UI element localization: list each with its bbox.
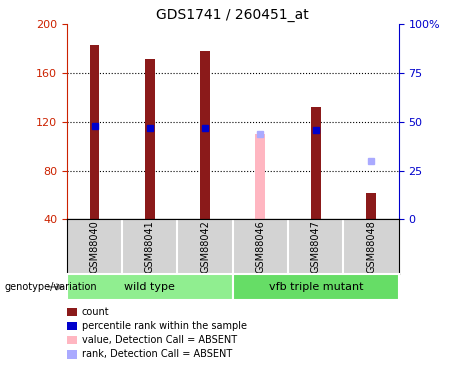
Title: GDS1741 / 260451_at: GDS1741 / 260451_at — [156, 8, 309, 22]
Text: vfb triple mutant: vfb triple mutant — [269, 282, 363, 292]
Text: count: count — [82, 307, 109, 316]
Bar — [67, 274, 233, 300]
Bar — [145, 58, 155, 219]
Bar — [89, 45, 100, 219]
Text: wild type: wild type — [124, 282, 175, 292]
Bar — [233, 274, 399, 300]
Text: value, Detection Call = ABSENT: value, Detection Call = ABSENT — [82, 335, 236, 345]
Text: GSM88040: GSM88040 — [89, 220, 100, 273]
Text: GSM88042: GSM88042 — [200, 220, 210, 273]
Text: GSM88046: GSM88046 — [255, 220, 266, 273]
Text: genotype/variation: genotype/variation — [5, 282, 97, 292]
Text: GSM88041: GSM88041 — [145, 220, 155, 273]
Text: GSM88047: GSM88047 — [311, 220, 321, 273]
Text: percentile rank within the sample: percentile rank within the sample — [82, 321, 247, 331]
Bar — [255, 134, 266, 219]
Text: rank, Detection Call = ABSENT: rank, Detection Call = ABSENT — [82, 350, 232, 359]
Bar — [200, 51, 210, 219]
Bar — [366, 193, 376, 219]
Bar — [311, 107, 321, 219]
Text: GSM88048: GSM88048 — [366, 220, 376, 273]
